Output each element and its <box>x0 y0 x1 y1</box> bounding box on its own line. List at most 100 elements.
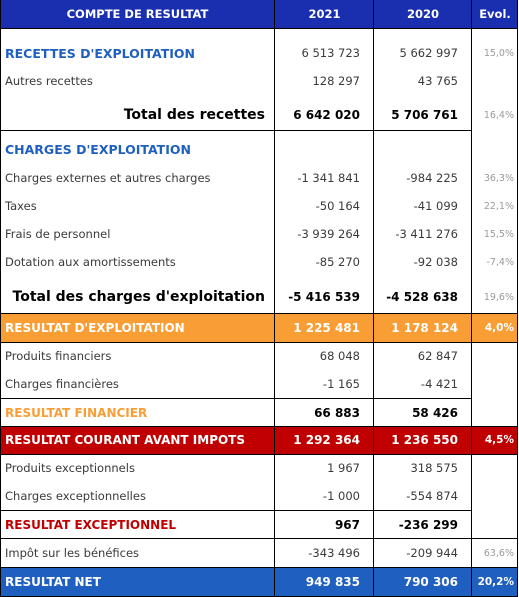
grid-line <box>517 0 518 597</box>
charges-financieres-2020: -4 421 <box>420 377 458 391</box>
charges-item-2021: -85 270 <box>315 255 360 269</box>
autres-recettes-label: Autres recettes <box>5 74 93 88</box>
grid-line <box>0 454 518 455</box>
total-charges-label: Total des charges d'exploitation <box>12 289 265 305</box>
header-year-2021: 2021 <box>308 7 341 21</box>
recettes-title-evol: 15,0% <box>483 47 514 59</box>
resultat-financier-row: RESULTAT FINANCIER 66 883 58 426 <box>0 399 518 426</box>
resultat-courant-evol: 4,5% <box>484 434 514 446</box>
resultat-courant-row: RESULTAT COURANT AVANT IMPOTS 1 292 364 … <box>0 426 518 454</box>
header-year-2020: 2020 <box>406 7 439 21</box>
produits-financiers-2020: 62 847 <box>417 349 458 363</box>
autres-recettes-2021: 128 297 <box>312 74 360 88</box>
grid-line <box>0 426 518 427</box>
header-evol: Evol. <box>479 7 511 21</box>
grid-line <box>0 398 472 399</box>
charges-item-evol: 36,3% <box>483 172 514 184</box>
grid-line <box>0 538 518 539</box>
total-recettes-label: Total des recettes <box>123 107 265 123</box>
resultat-exploitation-evol: 4,0% <box>484 322 514 334</box>
total-charges-row: Total des charges d'exploitation -5 416 … <box>0 282 518 312</box>
resultat-exceptionnel-2021: 967 <box>334 517 360 532</box>
resultat-financier-2021: 66 883 <box>314 405 360 420</box>
total-charges-2021: -5 416 539 <box>288 290 360 304</box>
charges-item-row: Taxes -50 164 -41 099 22,1% <box>0 192 518 220</box>
produits-financiers-row: Produits financiers 68 048 62 847 <box>0 342 518 370</box>
produits-exceptionnels-2020: 318 575 <box>410 461 458 475</box>
resultat-exceptionnel-row: RESULTAT EXCEPTIONNEL 967 -236 299 <box>0 511 518 538</box>
header-label: COMPTE DE RESULTAT <box>66 7 209 21</box>
recettes-title: RECETTES D'EXPLOITATION <box>5 45 195 61</box>
grid-line <box>0 567 518 568</box>
total-charges-2020: -4 528 638 <box>386 290 458 304</box>
recettes-title-2020: 5 662 997 <box>399 46 458 60</box>
charges-item-label: Taxes <box>5 199 37 213</box>
charges-item-row: Frais de personnel -3 939 264 -3 411 276… <box>0 220 518 248</box>
charges-title-row: CHARGES D'EXPLOITATION <box>0 136 518 162</box>
resultat-exploitation-label: RESULTAT D'EXPLOITATION <box>5 321 185 335</box>
table-header: COMPTE DE RESULTAT 2021 2020 Evol. <box>0 0 518 28</box>
charges-exceptionnelles-label: Charges exceptionnelles <box>5 489 146 503</box>
resultat-financier-2020: 58 426 <box>412 405 458 420</box>
charges-title: CHARGES D'EXPLOITATION <box>5 141 191 157</box>
produits-exceptionnels-2021: 1 967 <box>327 461 360 475</box>
charges-exceptionnelles-2020: -554 874 <box>406 489 458 503</box>
grid-line <box>373 0 374 597</box>
charges-item-evol: 22,1% <box>483 200 514 212</box>
produits-financiers-2021: 68 048 <box>319 349 360 363</box>
charges-financieres-2021: -1 165 <box>322 377 360 391</box>
total-recettes-2020: 5 706 761 <box>391 108 458 122</box>
charges-item-label: Dotation aux amortissements <box>5 255 176 269</box>
grid-line <box>0 342 518 343</box>
total-recettes-evol: 16,4% <box>483 109 514 121</box>
grid-line <box>0 0 1 597</box>
total-recettes-row: Total des recettes 6 642 020 5 706 761 1… <box>0 100 518 130</box>
grid-line <box>0 510 472 511</box>
grid-line <box>471 0 472 597</box>
charges-item-row: Charges externes et autres charges -1 34… <box>0 164 518 192</box>
resultat-exploitation-row: RESULTAT D'EXPLOITATION 1 225 481 1 178 … <box>0 314 518 342</box>
charges-item-2021: -3 939 264 <box>297 227 360 241</box>
charges-exceptionnelles-row: Charges exceptionnelles -1 000 -554 874 <box>0 482 518 510</box>
recettes-title-row: RECETTES D'EXPLOITATION 6 513 723 5 662 … <box>0 40 518 66</box>
impot-row: Impôt sur les bénéfices -343 496 -209 94… <box>0 539 518 567</box>
resultat-net-evol: 20,2% <box>477 575 514 588</box>
impot-evol: 63,6% <box>483 547 514 559</box>
produits-exceptionnels-row: Produits exceptionnels 1 967 318 575 <box>0 454 518 482</box>
resultat-courant-label: RESULTAT COURANT AVANT IMPOTS <box>5 433 246 447</box>
produits-exceptionnels-label: Produits exceptionnels <box>5 461 135 475</box>
charges-exceptionnelles-2021: -1 000 <box>322 489 360 503</box>
total-charges-evol: 19,6% <box>483 291 514 303</box>
charges-item-label: Charges externes et autres charges <box>5 171 211 185</box>
impot-2020: -209 944 <box>406 546 458 560</box>
autres-recettes-2020: 43 765 <box>417 74 458 88</box>
charges-financieres-label: Charges financières <box>5 377 119 391</box>
charges-financieres-row: Charges financières -1 165 -4 421 <box>0 370 518 398</box>
resultat-net-row: RESULTAT NET 949 835 790 306 20,2% <box>0 567 518 596</box>
resultat-exploitation-2020: 1 178 124 <box>391 321 458 335</box>
resultat-net-label: RESULTAT NET <box>5 574 101 589</box>
charges-item-2021: -1 341 841 <box>297 171 360 185</box>
charges-item-2020: -984 225 <box>406 171 458 185</box>
charges-item-2021: -50 164 <box>315 199 360 213</box>
autres-recettes-row: Autres recettes 128 297 43 765 <box>0 68 518 94</box>
resultat-courant-2020: 1 236 550 <box>391 433 458 447</box>
charges-item-label: Frais de personnel <box>5 227 111 241</box>
recettes-title-2021: 6 513 723 <box>301 46 360 60</box>
charges-item-evol: 15,5% <box>483 228 514 240</box>
resultat-financier-label: RESULTAT FINANCIER <box>5 405 148 420</box>
resultat-net-2020: 790 306 <box>403 574 458 589</box>
grid-line <box>0 28 518 29</box>
resultat-exceptionnel-label: RESULTAT EXCEPTIONNEL <box>5 517 177 532</box>
resultat-exploitation-2021: 1 225 481 <box>293 321 360 335</box>
charges-item-2020: -92 038 <box>413 255 458 269</box>
charges-item-2020: -41 099 <box>413 199 458 213</box>
impot-2021: -343 496 <box>308 546 360 560</box>
grid-line <box>274 0 275 597</box>
charges-item-evol: -7,4% <box>486 256 514 268</box>
grid-line <box>0 130 472 131</box>
grid-line <box>0 313 518 314</box>
resultat-net-2021: 949 835 <box>305 574 360 589</box>
charges-item-row: Dotation aux amortissements -85 270 -92 … <box>0 248 518 276</box>
